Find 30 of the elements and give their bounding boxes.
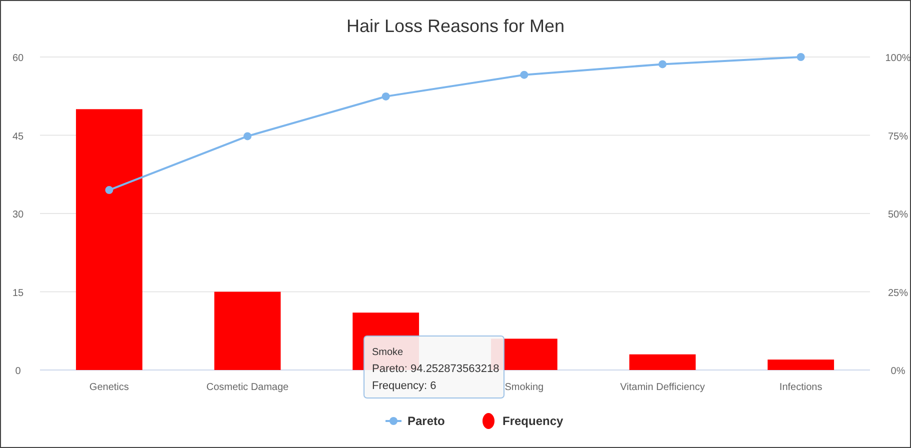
y-tick-label: 60 [12,53,24,64]
tooltip: Smoke Pareto: 94.252873563218 Frequency: 6 [364,336,504,398]
point [382,92,390,100]
bar [76,109,142,370]
y2-tick-label: 25% [888,288,908,299]
y2-tick-label: 0% [890,366,906,377]
annotation: Smoke [372,347,404,358]
y2-tick-label: 75% [888,131,908,142]
y-tick-label: 30 [12,210,24,220]
point [796,53,805,61]
y-tick-label: 15 [12,288,24,299]
annotation: Pareto: 94.252873563218 [372,363,500,375]
x-tick-label: Infections [779,382,822,393]
x-tick-label: Vitamin Defficiency [620,382,705,393]
y2-tick-label: 50% [888,210,908,220]
bar [214,292,281,370]
y-tick-label: 0 [15,366,22,377]
bar [629,354,696,370]
x-tick-label: Cosmetic Damage [206,382,290,393]
x-tick-label: Genetics [89,382,129,393]
chart-title: Hair Loss Reasons for Men [346,16,565,36]
bar [768,360,834,370]
point [658,60,666,68]
y-tick-label: 45 [12,131,24,142]
point [520,70,528,79]
point [244,132,252,140]
x-tick-label: Smoking [504,382,544,393]
legend-label: Pareto [408,414,445,428]
legend-label: Frequency [502,414,564,428]
point [105,186,114,194]
